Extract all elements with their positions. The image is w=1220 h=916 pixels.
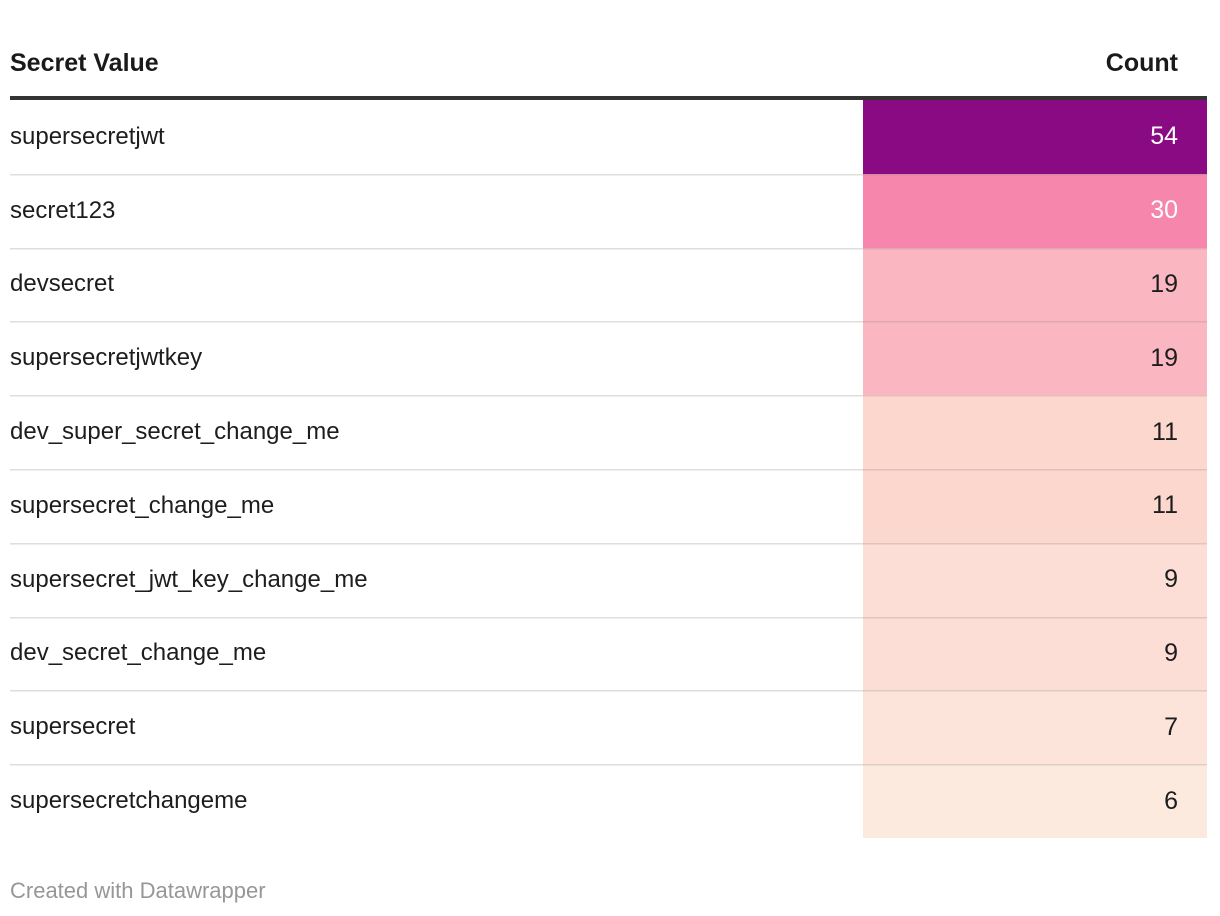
count-value: 30 <box>1150 196 1178 225</box>
table-row: devsecret 19 <box>10 247 1207 322</box>
count-bar-cell: 7 <box>863 690 1207 765</box>
secret-value-cell: dev_secret_change_me <box>10 616 863 691</box>
secret-value-cell: dev_super_secret_change_me <box>10 395 863 469</box>
count-bar-cell: 54 <box>863 100 1207 174</box>
table-row: supersecret_change_me 11 <box>10 468 1207 543</box>
count-bar-cell: 19 <box>863 247 1207 322</box>
secret-value-cell: supersecretjwt <box>10 100 863 174</box>
count-bar-cell: 30 <box>863 173 1207 248</box>
count-bar-cell: 11 <box>863 395 1207 469</box>
secret-value-cell: supersecretchangeme <box>10 764 863 838</box>
count-value: 19 <box>1150 269 1178 298</box>
secret-value-cell: supersecret <box>10 690 863 765</box>
column-header-count: Count <box>1105 49 1178 77</box>
count-value: 54 <box>1150 122 1178 151</box>
count-value: 9 <box>1164 565 1178 594</box>
table-row: dev_secret_change_me 9 <box>10 616 1207 691</box>
count-value: 19 <box>1150 343 1178 372</box>
count-bar-cell: 9 <box>863 542 1207 617</box>
count-value: 9 <box>1164 638 1178 667</box>
table-row: secret123 30 <box>10 173 1207 248</box>
table-row: supersecretjwt 54 <box>10 100 1207 174</box>
count-bar-cell: 6 <box>863 764 1207 838</box>
chart-footer: Created with Datawrapper <box>10 878 1207 904</box>
count-bar-cell: 9 <box>863 616 1207 691</box>
count-value: 7 <box>1164 712 1178 741</box>
count-bar-cell: 19 <box>863 321 1207 396</box>
secret-value-cell: devsecret <box>10 247 863 322</box>
column-header-secret-value: Secret Value <box>10 49 159 77</box>
table-header: Secret Value Count <box>10 46 1207 80</box>
secret-value-cell: supersecret_change_me <box>10 468 863 543</box>
count-bar-cell: 11 <box>863 468 1207 543</box>
secret-value-cell: supersecretjwtkey <box>10 321 863 396</box>
secret-value-cell: secret123 <box>10 173 863 248</box>
count-value: 6 <box>1164 786 1178 815</box>
secret-value-cell: supersecret_jwt_key_change_me <box>10 542 863 617</box>
header-rule <box>10 96 1207 100</box>
count-value: 11 <box>1152 417 1178 446</box>
count-value: 11 <box>1152 491 1178 520</box>
table-row: dev_super_secret_change_me 11 <box>10 395 1207 469</box>
datawrapper-credit-link[interactable]: Created with Datawrapper <box>10 877 266 903</box>
table-row: supersecret_jwt_key_change_me 9 <box>10 542 1207 617</box>
table-row: supersecretjwtkey 19 <box>10 321 1207 396</box>
table-row: supersecret 7 <box>10 690 1207 765</box>
table-body: supersecretjwt 54 secret123 30 devsecret… <box>10 100 1207 838</box>
table-row: supersecretchangeme 6 <box>10 764 1207 838</box>
